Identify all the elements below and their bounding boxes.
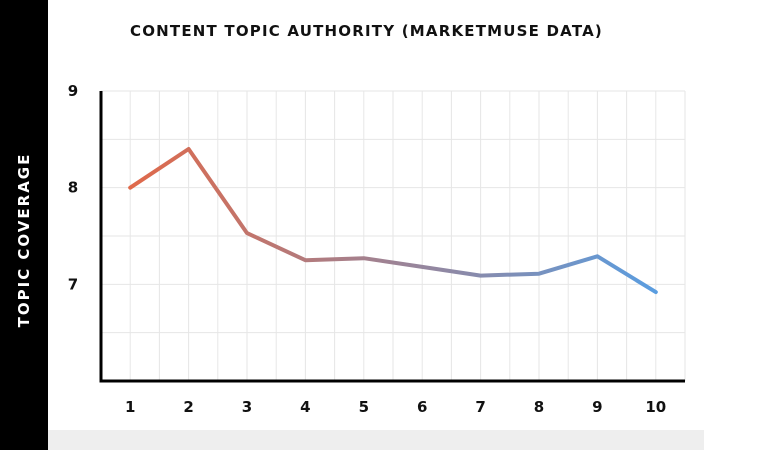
x-tick-label: 9 [592,398,602,416]
axes [99,91,685,383]
tick-labels: 7 8 9 1 2 3 4 5 6 7 8 9 10 [68,82,666,416]
x-tick-label: 8 [534,398,544,416]
y-axis-band: TOPIC COVERAGE [0,0,48,450]
chart-title: CONTENT TOPIC AUTHORITY (MARKETMUSE DATA… [130,22,603,40]
x-tick-label: 3 [242,398,252,416]
y-tick-label: 8 [68,179,78,197]
grid-lines [101,90,686,381]
y-tick-label: 7 [68,275,78,293]
x-tick-label: 6 [417,398,427,416]
series-line-group [128,147,658,295]
y-tick-label: 9 [68,82,78,100]
x-tick-label: 4 [300,398,310,416]
x-tick-label: 2 [183,398,193,416]
x-tick-label: 7 [475,398,485,416]
x-tick-label: 5 [359,398,369,416]
series-line [128,147,658,295]
footer-band [48,430,704,450]
x-tick-label: 1 [125,398,135,416]
x-tick-label: 10 [645,398,666,416]
